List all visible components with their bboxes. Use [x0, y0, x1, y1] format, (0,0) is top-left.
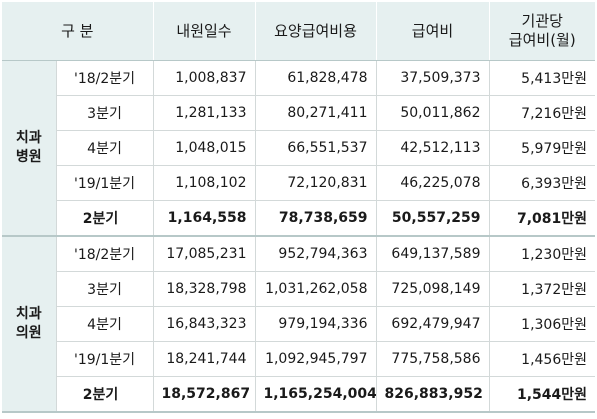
header-category: 구 분 [2, 2, 153, 61]
table-row: '19/1분기 1,108,102 72,120,831 46,225,078 … [2, 165, 595, 201]
table-row: 치과 의원 '18/2분기 17,085,231 952,794,363 649… [2, 236, 595, 413]
care-cost-cell: 66,551,537 [254, 130, 376, 166]
table-row: 4분기 16,843,323 979,194,336 692,479,947 1… [2, 306, 595, 342]
care-cost-cell: 1,165,254,004 [254, 376, 376, 413]
care-cost-cell: 78,738,659 [254, 200, 376, 237]
group-label-dental-clinic: 치과 의원 [2, 236, 56, 413]
per-institution-cell: 1,230만원 [488, 236, 595, 272]
visit-days-cell: 1,281,133 [152, 95, 255, 131]
benefit-cell: 826,883,952 [375, 376, 489, 413]
care-cost-cell: 80,271,411 [254, 95, 376, 131]
benefit-cell: 50,011,862 [375, 95, 489, 131]
visit-days-cell: 17,085,231 [152, 236, 255, 272]
period-cell: '19/1분기 [55, 165, 153, 201]
header-per-institution-line1: 기관당 [521, 12, 563, 30]
period-cell: 3분기 [55, 271, 153, 307]
per-institution-cell: 5,413만원 [488, 60, 595, 96]
period-cell: '19/1분기 [55, 341, 153, 377]
per-institution-cell: 1,544만원 [488, 376, 595, 413]
table-row-highlight: 2분기 18,572,867 1,165,254,004 826,883,952… [2, 376, 595, 413]
period-cell: '18/2분기 [55, 236, 153, 272]
benefit-cell: 42,512,113 [375, 130, 489, 166]
group-label-line1: 치과 [15, 130, 42, 146]
per-institution-cell: 7,216만원 [488, 95, 595, 131]
care-cost-cell: 72,120,831 [254, 165, 376, 201]
per-institution-cell: 1,456만원 [488, 341, 595, 377]
group-label-line2: 병원 [15, 149, 42, 165]
visit-days-cell: 1,164,558 [152, 200, 255, 237]
period-cell: 2분기 [55, 376, 153, 413]
table-row: 3분기 18,328,798 1,031,262,058 725,098,149… [2, 271, 595, 307]
table-row: 3분기 1,281,133 80,271,411 50,011,862 7,21… [2, 95, 595, 131]
care-cost-cell: 979,194,336 [254, 306, 376, 342]
period-cell: 3분기 [55, 95, 153, 131]
table-body: 치과 병원 '18/2분기 1,008,837 61,828,478 37,50… [2, 60, 595, 413]
benefit-cell: 725,098,149 [375, 271, 489, 307]
benefit-cell: 37,509,373 [375, 60, 489, 96]
benefit-cell: 692,479,947 [375, 306, 489, 342]
care-cost-cell: 952,794,363 [254, 236, 376, 272]
header-per-institution: 기관당 급여비(월) [488, 2, 595, 61]
visit-days-cell: 1,108,102 [152, 165, 255, 201]
table-row-highlight: 2분기 1,164,558 78,738,659 50,557,259 7,08… [2, 200, 595, 237]
dental-benefit-table: 구 분 내원일수 요양급여비용 급여비 기관당 급여비(월) 치과 병원 '18… [2, 2, 595, 413]
group-label-line2: 의원 [15, 325, 42, 341]
visit-days-cell: 1,008,837 [152, 60, 255, 96]
visit-days-cell: 18,572,867 [152, 376, 255, 413]
care-cost-cell: 1,031,262,058 [254, 271, 376, 307]
benefit-cell: 649,137,589 [375, 236, 489, 272]
group-label-dental-hospital: 치과 병원 [2, 60, 56, 237]
header-per-institution-line2: 급여비(월) [508, 31, 576, 49]
period-cell: 2분기 [55, 200, 153, 237]
benefit-cell: 50,557,259 [375, 200, 489, 237]
table-header: 구 분 내원일수 요양급여비용 급여비 기관당 급여비(월) [2, 2, 595, 61]
per-institution-cell: 1,306만원 [488, 306, 595, 342]
header-visit-days: 내원일수 [152, 2, 255, 61]
per-institution-cell: 6,393만원 [488, 165, 595, 201]
benefit-cell: 46,225,078 [375, 165, 489, 201]
per-institution-cell: 5,979만원 [488, 130, 595, 166]
table-row: 치과 병원 '18/2분기 1,008,837 61,828,478 37,50… [2, 60, 595, 237]
period-cell: 4분기 [55, 130, 153, 166]
care-cost-cell: 1,092,945,797 [254, 341, 376, 377]
period-cell: '18/2분기 [55, 60, 153, 96]
header-care-cost: 요양급여비용 [254, 2, 376, 61]
header-benefit: 급여비 [375, 2, 489, 61]
period-cell: 4분기 [55, 306, 153, 342]
visit-days-cell: 18,328,798 [152, 271, 255, 307]
table-row: '19/1분기 18,241,744 1,092,945,797 775,758… [2, 341, 595, 377]
benefit-cell: 775,758,586 [375, 341, 489, 377]
visit-days-cell: 1,048,015 [152, 130, 255, 166]
visit-days-cell: 16,843,323 [152, 306, 255, 342]
per-institution-cell: 7,081만원 [488, 200, 595, 237]
header-row: 구 분 내원일수 요양급여비용 급여비 기관당 급여비(월) [2, 2, 595, 61]
visit-days-cell: 18,241,744 [152, 341, 255, 377]
per-institution-cell: 1,372만원 [488, 271, 595, 307]
table-row: 4분기 1,048,015 66,551,537 42,512,113 5,97… [2, 130, 595, 166]
care-cost-cell: 61,828,478 [254, 60, 376, 96]
group-label-line1: 치과 [15, 306, 42, 322]
